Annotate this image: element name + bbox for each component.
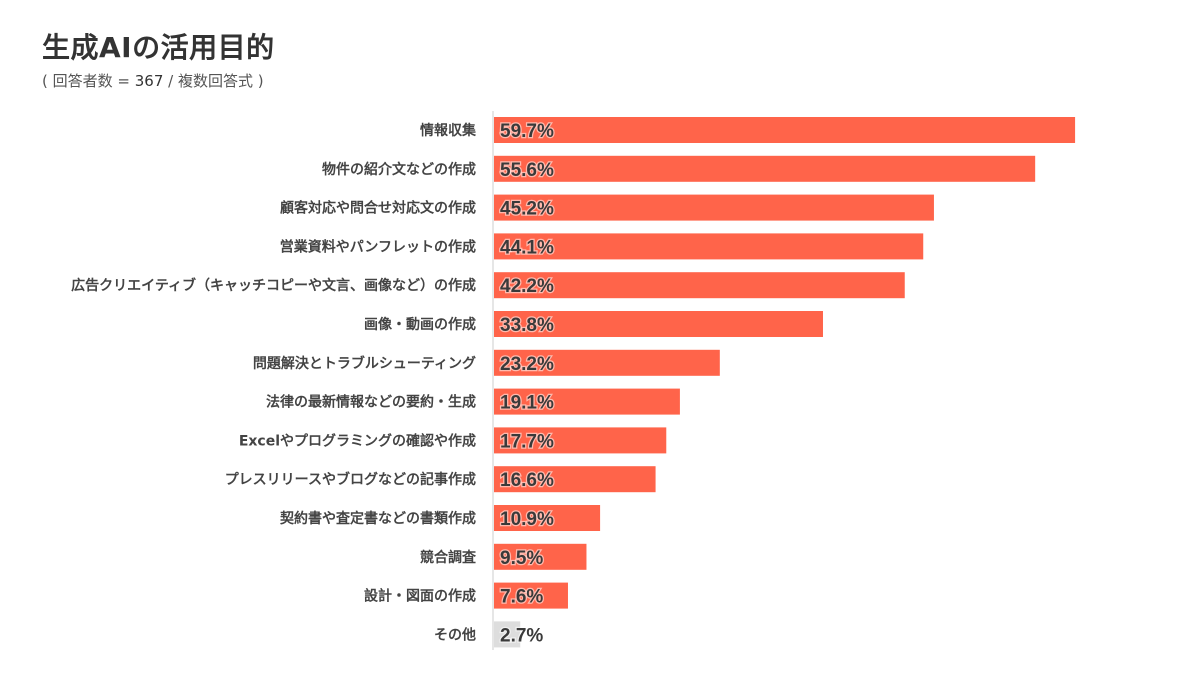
value-label: 7.6% <box>500 587 543 608</box>
category-label: 競合調査 <box>420 549 477 566</box>
value-label: 55.6% <box>500 160 554 181</box>
value-label: 44.1% <box>500 237 554 258</box>
subtitle-prefix: ( 回答者数 = <box>42 72 135 90</box>
bar <box>494 466 656 493</box>
bar <box>494 388 680 415</box>
bar <box>494 621 521 648</box>
category-label: 広告クリエイティブ（キャッチコピーや文言、画像など）の作成 <box>71 277 476 294</box>
category-label: 物件の紹介文などの作成 <box>322 161 476 178</box>
category-label: 設計・図面の作成 <box>364 588 476 605</box>
category-label: 法律の最新情報などの要約・生成 <box>266 394 476 411</box>
category-label: 画像・動画の作成 <box>364 316 476 333</box>
respondent-count: 367 <box>134 72 164 90</box>
category-label: 問題解決とトラブルシューティング <box>253 355 476 372</box>
category-label: Excelやプログラミングの確認や作成 <box>239 432 476 449</box>
bar <box>494 155 1036 182</box>
value-label: 59.7% <box>500 121 554 142</box>
value-label: 17.7% <box>500 431 554 452</box>
bar <box>494 427 667 454</box>
value-label: 9.5% <box>500 548 543 569</box>
category-label: 顧客対応や問合せ対応文の作成 <box>280 200 476 217</box>
subtitle-suffix: / 複数回答式 ) <box>163 72 264 90</box>
chart-subtitle: ( 回答者数 = 367 / 複数回答式 ) <box>42 70 264 91</box>
bar <box>494 194 934 221</box>
chart-title: 生成AIの活用目的 <box>42 31 275 64</box>
category-label: 営業資料やパンフレットの作成 <box>280 238 476 255</box>
value-label: 23.2% <box>500 354 554 375</box>
category-label: 情報収集 <box>420 122 477 139</box>
value-label: 10.9% <box>500 509 554 530</box>
bar <box>494 233 924 260</box>
value-label: 19.1% <box>500 393 554 414</box>
category-label: 契約書や査定書などの書類作成 <box>279 510 476 527</box>
bar <box>494 505 601 531</box>
value-label: 45.2% <box>500 199 554 220</box>
category-label: プレスリリースやブログなどの記事作成 <box>225 471 476 488</box>
bar <box>494 349 720 376</box>
bar <box>494 117 1076 143</box>
bar <box>494 582 568 609</box>
value-label: 33.8% <box>500 315 554 336</box>
category-label: その他 <box>434 626 476 643</box>
value-label: 2.7% <box>500 625 543 646</box>
bar <box>494 311 823 337</box>
bar <box>494 272 905 299</box>
bar <box>494 543 587 570</box>
value-label: 42.2% <box>500 276 554 297</box>
value-label: 16.6% <box>500 470 554 491</box>
